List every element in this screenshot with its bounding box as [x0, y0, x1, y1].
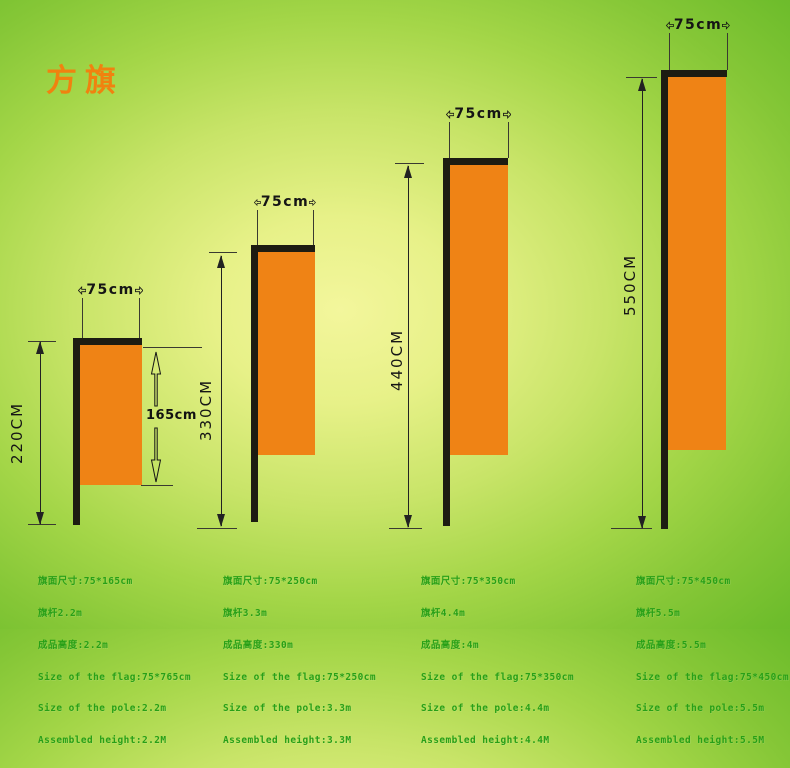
- cloth-height-label: 165cm: [146, 408, 197, 423]
- spec-line: Size of the flag:75*765cm: [38, 671, 191, 683]
- arrowhead-down-icon: [404, 515, 412, 528]
- right-arrow-icon: [502, 109, 511, 119]
- height-dimension-label: 550CM: [621, 253, 639, 317]
- extension-line-right: [313, 210, 314, 245]
- spec-line: Size of the flag:75*450cm: [636, 671, 789, 683]
- spec-line: 旗杆3.3m: [223, 607, 268, 619]
- height-dim-bottom-tick: [197, 528, 237, 529]
- arrowhead-up-icon: [638, 78, 646, 91]
- cloth-dim-bottom-tick: [141, 485, 173, 486]
- height-dimension-label: 440CM: [388, 328, 406, 392]
- left-arrow-icon: [666, 20, 674, 30]
- flag-top-bar: [73, 338, 142, 345]
- extension-line-left: [257, 210, 258, 245]
- spec-text-block: 旗面尺寸:75*250cm 旗杆3.3m 成品高度:330m Size of t…: [223, 556, 376, 768]
- arrowhead-up-icon: [217, 255, 225, 268]
- spec-line: Size of the flag:75*250cm: [223, 671, 376, 683]
- spec-text-block: 旗面尺寸:75*450cm 旗杆5.5m 成品高度:5.5m Size of t…: [636, 556, 789, 768]
- spec-line: Assembled height:5.5M: [636, 735, 765, 747]
- extension-line-right: [727, 33, 728, 70]
- flag-pole: [251, 245, 258, 522]
- height-dimension-line: [217, 255, 225, 527]
- height-dimension-label: 330CM: [197, 378, 215, 442]
- spec-line: Size of the pole:4.4m: [421, 703, 550, 715]
- flag-cloth: [450, 165, 508, 455]
- width-dimension-label: 75cm: [260, 194, 310, 210]
- width-dimension-label: 75cm: [454, 106, 503, 122]
- left-arrow-icon: [78, 285, 87, 295]
- spec-line: 成品高度:330m: [223, 639, 294, 651]
- height-dim-bottom-tick: [611, 528, 652, 529]
- arrowhead-down-icon: [36, 512, 44, 525]
- height-dimension-line: [36, 341, 44, 525]
- arrowhead-down-icon: [217, 514, 225, 527]
- height-dim-top-tick: [209, 252, 237, 253]
- flag-cloth: [258, 252, 315, 455]
- spec-line: 旗面尺寸:75*250cm: [223, 576, 318, 588]
- spec-line: 旗面尺寸:75*350cm: [421, 576, 516, 588]
- width-dimension: 75cm: [666, 17, 730, 33]
- spec-line: Assembled height:2.2M: [38, 735, 167, 747]
- arrowhead-up-icon: [36, 341, 44, 354]
- left-arrow-icon: [446, 109, 455, 119]
- spec-line: Size of the pole:2.2m: [38, 703, 167, 715]
- extension-line-left: [82, 298, 83, 338]
- width-dimension-label: 75cm: [673, 17, 723, 33]
- height-dimension-label: 220CM: [8, 401, 26, 465]
- extension-line-right: [508, 122, 509, 158]
- right-arrow-icon: [309, 198, 316, 206]
- right-arrow-icon: [722, 20, 730, 30]
- extension-line-left: [449, 122, 450, 158]
- arrowhead-up-icon: [404, 165, 412, 178]
- hollow-up-arrow-icon: [150, 351, 162, 407]
- width-dimension-label: 75cm: [86, 282, 135, 298]
- page-title: 方旗: [46, 63, 124, 99]
- height-dim-top-tick: [626, 77, 657, 78]
- hollow-down-arrow-icon: [150, 427, 162, 483]
- flag-cloth: [80, 345, 142, 485]
- spec-line: Size of the pole:5.5m: [636, 703, 765, 715]
- width-dimension: 75cm: [254, 194, 316, 210]
- cloth-dim-top-line: [143, 347, 202, 348]
- flag-pole: [73, 338, 80, 525]
- height-dim-top-tick: [395, 163, 424, 164]
- flag-cloth: [668, 77, 726, 450]
- flag-pole: [443, 158, 450, 526]
- flag-top-bar: [443, 158, 508, 165]
- spec-line: 旗杆4.4m: [421, 607, 466, 619]
- spec-line: 旗面尺寸:75*165cm: [38, 576, 133, 588]
- extension-line-left: [669, 33, 670, 70]
- spec-line: 旗面尺寸:75*450cm: [636, 576, 731, 588]
- height-dimension-line: [404, 165, 412, 528]
- spec-line: Size of the pole:3.3m: [223, 703, 352, 715]
- spec-line: 成品高度:5.5m: [636, 639, 707, 651]
- spec-line: Size of the flag:75*350cm: [421, 671, 574, 683]
- spec-line: 旗杆2.2m: [38, 607, 83, 619]
- spec-line: 成品高度:2.2m: [38, 639, 109, 651]
- flag-top-bar: [661, 70, 727, 77]
- height-dim-bottom-tick: [389, 528, 422, 529]
- spec-line: 旗杆5.5m: [636, 607, 681, 619]
- right-arrow-icon: [134, 285, 143, 295]
- spec-text-block: 旗面尺寸:75*350cm 旗杆4.4m 成品高度:4m Size of the…: [421, 556, 574, 768]
- left-arrow-icon: [254, 198, 261, 206]
- width-dimension: 75cm: [446, 106, 511, 122]
- spec-line: 成品高度:4m: [421, 639, 479, 651]
- extension-line-right: [139, 298, 140, 338]
- width-dimension: 75cm: [78, 282, 143, 298]
- arrowhead-down-icon: [638, 516, 646, 529]
- spec-line: Assembled height:3.3M: [223, 735, 352, 747]
- flag-pole: [661, 70, 668, 529]
- height-dimension-line: [638, 78, 646, 529]
- spec-line: Assembled height:4.4M: [421, 735, 550, 747]
- flag-top-bar: [251, 245, 315, 252]
- diagram-canvas: 方旗 75cm 220CM 165cm 旗面尺寸:75*165cm 旗杆2.2m…: [8, 17, 789, 746]
- spec-text-block: 旗面尺寸:75*165cm 旗杆2.2m 成品高度:2.2m Size of t…: [38, 556, 191, 768]
